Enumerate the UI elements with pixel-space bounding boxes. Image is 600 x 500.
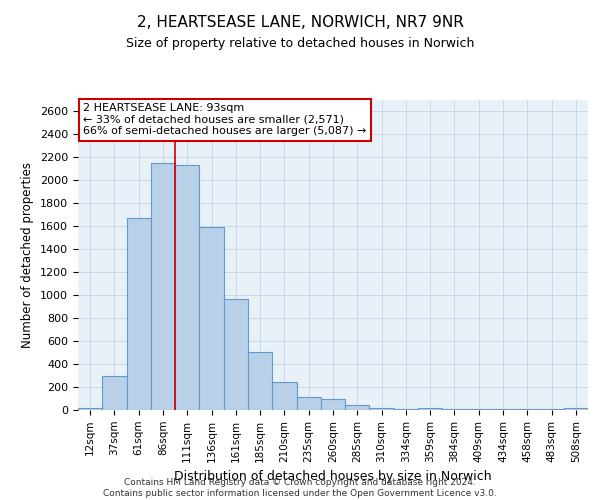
Bar [321,399,345,410]
X-axis label: Distribution of detached houses by size in Norwich: Distribution of detached houses by size … [174,470,492,483]
Text: 2, HEARTSEASE LANE, NORWICH, NR7 9NR: 2, HEARTSEASE LANE, NORWICH, NR7 9NR [137,15,463,30]
Y-axis label: Number of detached properties: Number of detached properties [22,162,34,348]
Bar [564,408,588,410]
Bar [127,218,151,410]
Bar [272,382,296,410]
Bar [418,408,442,410]
Bar [102,376,127,410]
Bar [224,298,248,410]
Bar [370,408,394,410]
Bar [345,406,370,410]
Bar [175,166,199,410]
Bar [296,397,321,410]
Bar [151,163,175,410]
Bar [78,408,102,410]
Text: 2 HEARTSEASE LANE: 93sqm
← 33% of detached houses are smaller (2,571)
66% of sem: 2 HEARTSEASE LANE: 93sqm ← 33% of detach… [83,103,367,136]
Bar [199,228,224,410]
Bar [248,352,272,410]
Text: Size of property relative to detached houses in Norwich: Size of property relative to detached ho… [126,38,474,51]
Text: Contains HM Land Registry data © Crown copyright and database right 2024.
Contai: Contains HM Land Registry data © Crown c… [103,478,497,498]
